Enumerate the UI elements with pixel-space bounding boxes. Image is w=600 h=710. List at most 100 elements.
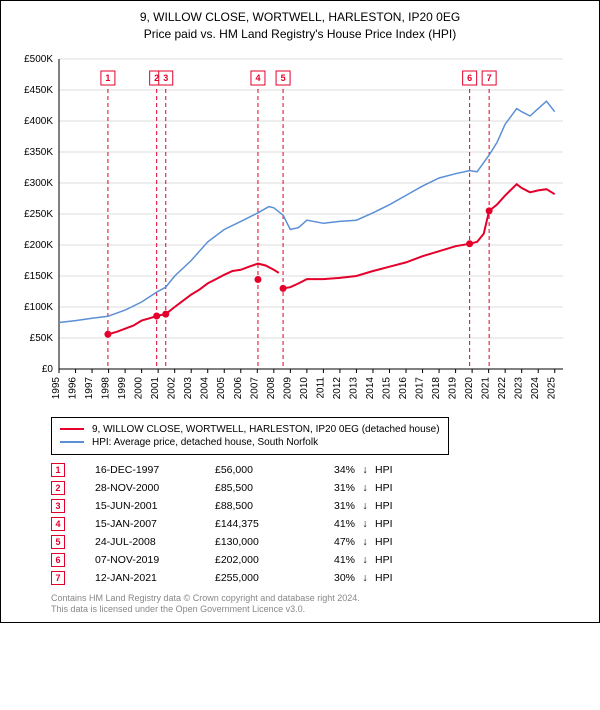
svg-text:4: 4 [255, 73, 260, 83]
svg-text:2018: 2018 [431, 376, 442, 399]
svg-text:1996: 1996 [68, 376, 79, 399]
svg-text:£300K: £300K [24, 178, 53, 189]
table-row: 524-JUL-2008£130,00047%↓HPI [51, 535, 589, 549]
row-date: 07-NOV-2019 [95, 554, 215, 566]
svg-text:£250K: £250K [24, 209, 53, 220]
row-marker: 3 [51, 499, 65, 513]
row-date: 28-NOV-2000 [95, 482, 215, 494]
svg-text:5: 5 [281, 73, 286, 83]
table-row: 2 28-NOV-2000£85,50031%↓HPI [51, 481, 589, 495]
row-pct: 30% [305, 572, 355, 584]
svg-text:6: 6 [467, 73, 472, 83]
row-price: £88,500 [215, 500, 305, 512]
footer-line-1: Contains HM Land Registry data © Crown c… [51, 593, 589, 605]
svg-text:2023: 2023 [514, 376, 525, 399]
svg-text:3: 3 [163, 73, 168, 83]
row-price: £85,500 [215, 482, 305, 494]
title-line-1: 9, WILLOW CLOSE, WORTWELL, HARLESTON, IP… [11, 9, 589, 26]
svg-text:2002: 2002 [167, 376, 178, 399]
table-row: 3 15-JUN-2001£88,50031%↓HPI [51, 499, 589, 513]
svg-text:£50K: £50K [30, 333, 54, 344]
row-marker: 1 [51, 463, 65, 477]
svg-text:2000: 2000 [134, 376, 145, 399]
row-date: 15-JUN-2001 [95, 500, 215, 512]
svg-text:£400K: £400K [24, 116, 53, 127]
row-pct: 31% [305, 500, 355, 512]
legend: 9, WILLOW CLOSE, WORTWELL, HARLESTON, IP… [51, 417, 449, 455]
svg-text:2020: 2020 [464, 376, 475, 399]
table-row: 415-JAN-2007£144,37541%↓HPI [51, 517, 589, 531]
svg-text:2012: 2012 [332, 376, 343, 399]
row-hpi: HPI [375, 464, 405, 476]
svg-text:2016: 2016 [398, 376, 409, 399]
title-block: 9, WILLOW CLOSE, WORTWELL, HARLESTON, IP… [11, 9, 589, 43]
chart-svg: £0£50K£100K£150K£200K£250K£300K£350K£400… [11, 49, 571, 409]
down-arrow-icon: ↓ [355, 464, 375, 476]
row-date: 16-DEC-1997 [95, 464, 215, 476]
svg-text:1997: 1997 [84, 376, 95, 399]
footer: Contains HM Land Registry data © Crown c… [51, 593, 589, 616]
svg-text:1998: 1998 [101, 376, 112, 399]
row-pct: 34% [305, 464, 355, 476]
down-arrow-icon: ↓ [355, 572, 375, 584]
footer-line-2: This data is licensed under the Open Gov… [51, 604, 589, 616]
title-line-2: Price paid vs. HM Land Registry's House … [11, 26, 589, 43]
down-arrow-icon: ↓ [355, 554, 375, 566]
down-arrow-icon: ↓ [355, 482, 375, 494]
row-price: £144,375 [215, 518, 305, 530]
svg-text:1: 1 [105, 73, 110, 83]
row-marker: 5 [51, 535, 65, 549]
down-arrow-icon: ↓ [355, 500, 375, 512]
svg-text:2003: 2003 [183, 376, 194, 399]
down-arrow-icon: ↓ [355, 536, 375, 548]
row-date: 24-JUL-2008 [95, 536, 215, 548]
svg-text:2017: 2017 [415, 376, 426, 399]
svg-text:2007: 2007 [249, 376, 260, 399]
svg-text:£450K: £450K [24, 85, 53, 96]
row-marker: 7 [51, 571, 65, 585]
svg-text:2004: 2004 [200, 376, 211, 399]
row-hpi: HPI [375, 518, 405, 530]
table-row: 712-JAN-2021£255,00030%↓HPI [51, 571, 589, 585]
svg-text:2019: 2019 [448, 376, 459, 399]
row-hpi: HPI [375, 482, 405, 494]
row-marker: 2 [51, 481, 65, 495]
svg-text:£200K: £200K [24, 240, 53, 251]
svg-text:7: 7 [487, 73, 492, 83]
svg-text:2022: 2022 [497, 376, 508, 399]
svg-text:2014: 2014 [365, 376, 376, 399]
svg-text:£0: £0 [42, 364, 54, 375]
svg-text:2021: 2021 [481, 376, 492, 399]
svg-text:2024: 2024 [530, 376, 541, 399]
row-hpi: HPI [375, 500, 405, 512]
svg-text:2015: 2015 [381, 376, 392, 399]
legend-row-blue: HPI: Average price, detached house, Sout… [60, 437, 440, 448]
row-hpi: HPI [375, 572, 405, 584]
row-marker: 4 [51, 517, 65, 531]
chart-area: £0£50K£100K£150K£200K£250K£300K£350K£400… [11, 49, 589, 409]
row-price: £130,000 [215, 536, 305, 548]
svg-text:£100K: £100K [24, 302, 53, 313]
svg-text:2025: 2025 [547, 376, 558, 399]
row-pct: 31% [305, 482, 355, 494]
row-price: £56,000 [215, 464, 305, 476]
svg-text:1999: 1999 [117, 376, 128, 399]
svg-text:2011: 2011 [315, 376, 326, 398]
svg-text:2006: 2006 [233, 376, 244, 399]
table-row: 1 16-DEC-1997£56,00034%↓HPI [51, 463, 589, 477]
svg-text:2010: 2010 [299, 376, 310, 399]
svg-text:2001: 2001 [150, 376, 161, 399]
legend-swatch-blue [60, 441, 84, 443]
svg-text:2005: 2005 [216, 376, 227, 399]
legend-label-red: 9, WILLOW CLOSE, WORTWELL, HARLESTON, IP… [92, 424, 440, 435]
chart-container: 9, WILLOW CLOSE, WORTWELL, HARLESTON, IP… [0, 0, 600, 623]
svg-text:2013: 2013 [348, 376, 359, 399]
svg-text:£350K: £350K [24, 147, 53, 158]
row-marker: 6 [51, 553, 65, 567]
transaction-table: 116-DEC-1997£56,00034%↓HPI228-NOV-2000£8… [51, 463, 589, 585]
svg-text:1995: 1995 [51, 376, 62, 399]
row-price: £255,000 [215, 572, 305, 584]
row-hpi: HPI [375, 536, 405, 548]
legend-label-blue: HPI: Average price, detached house, Sout… [92, 437, 318, 448]
svg-text:2009: 2009 [282, 376, 293, 399]
